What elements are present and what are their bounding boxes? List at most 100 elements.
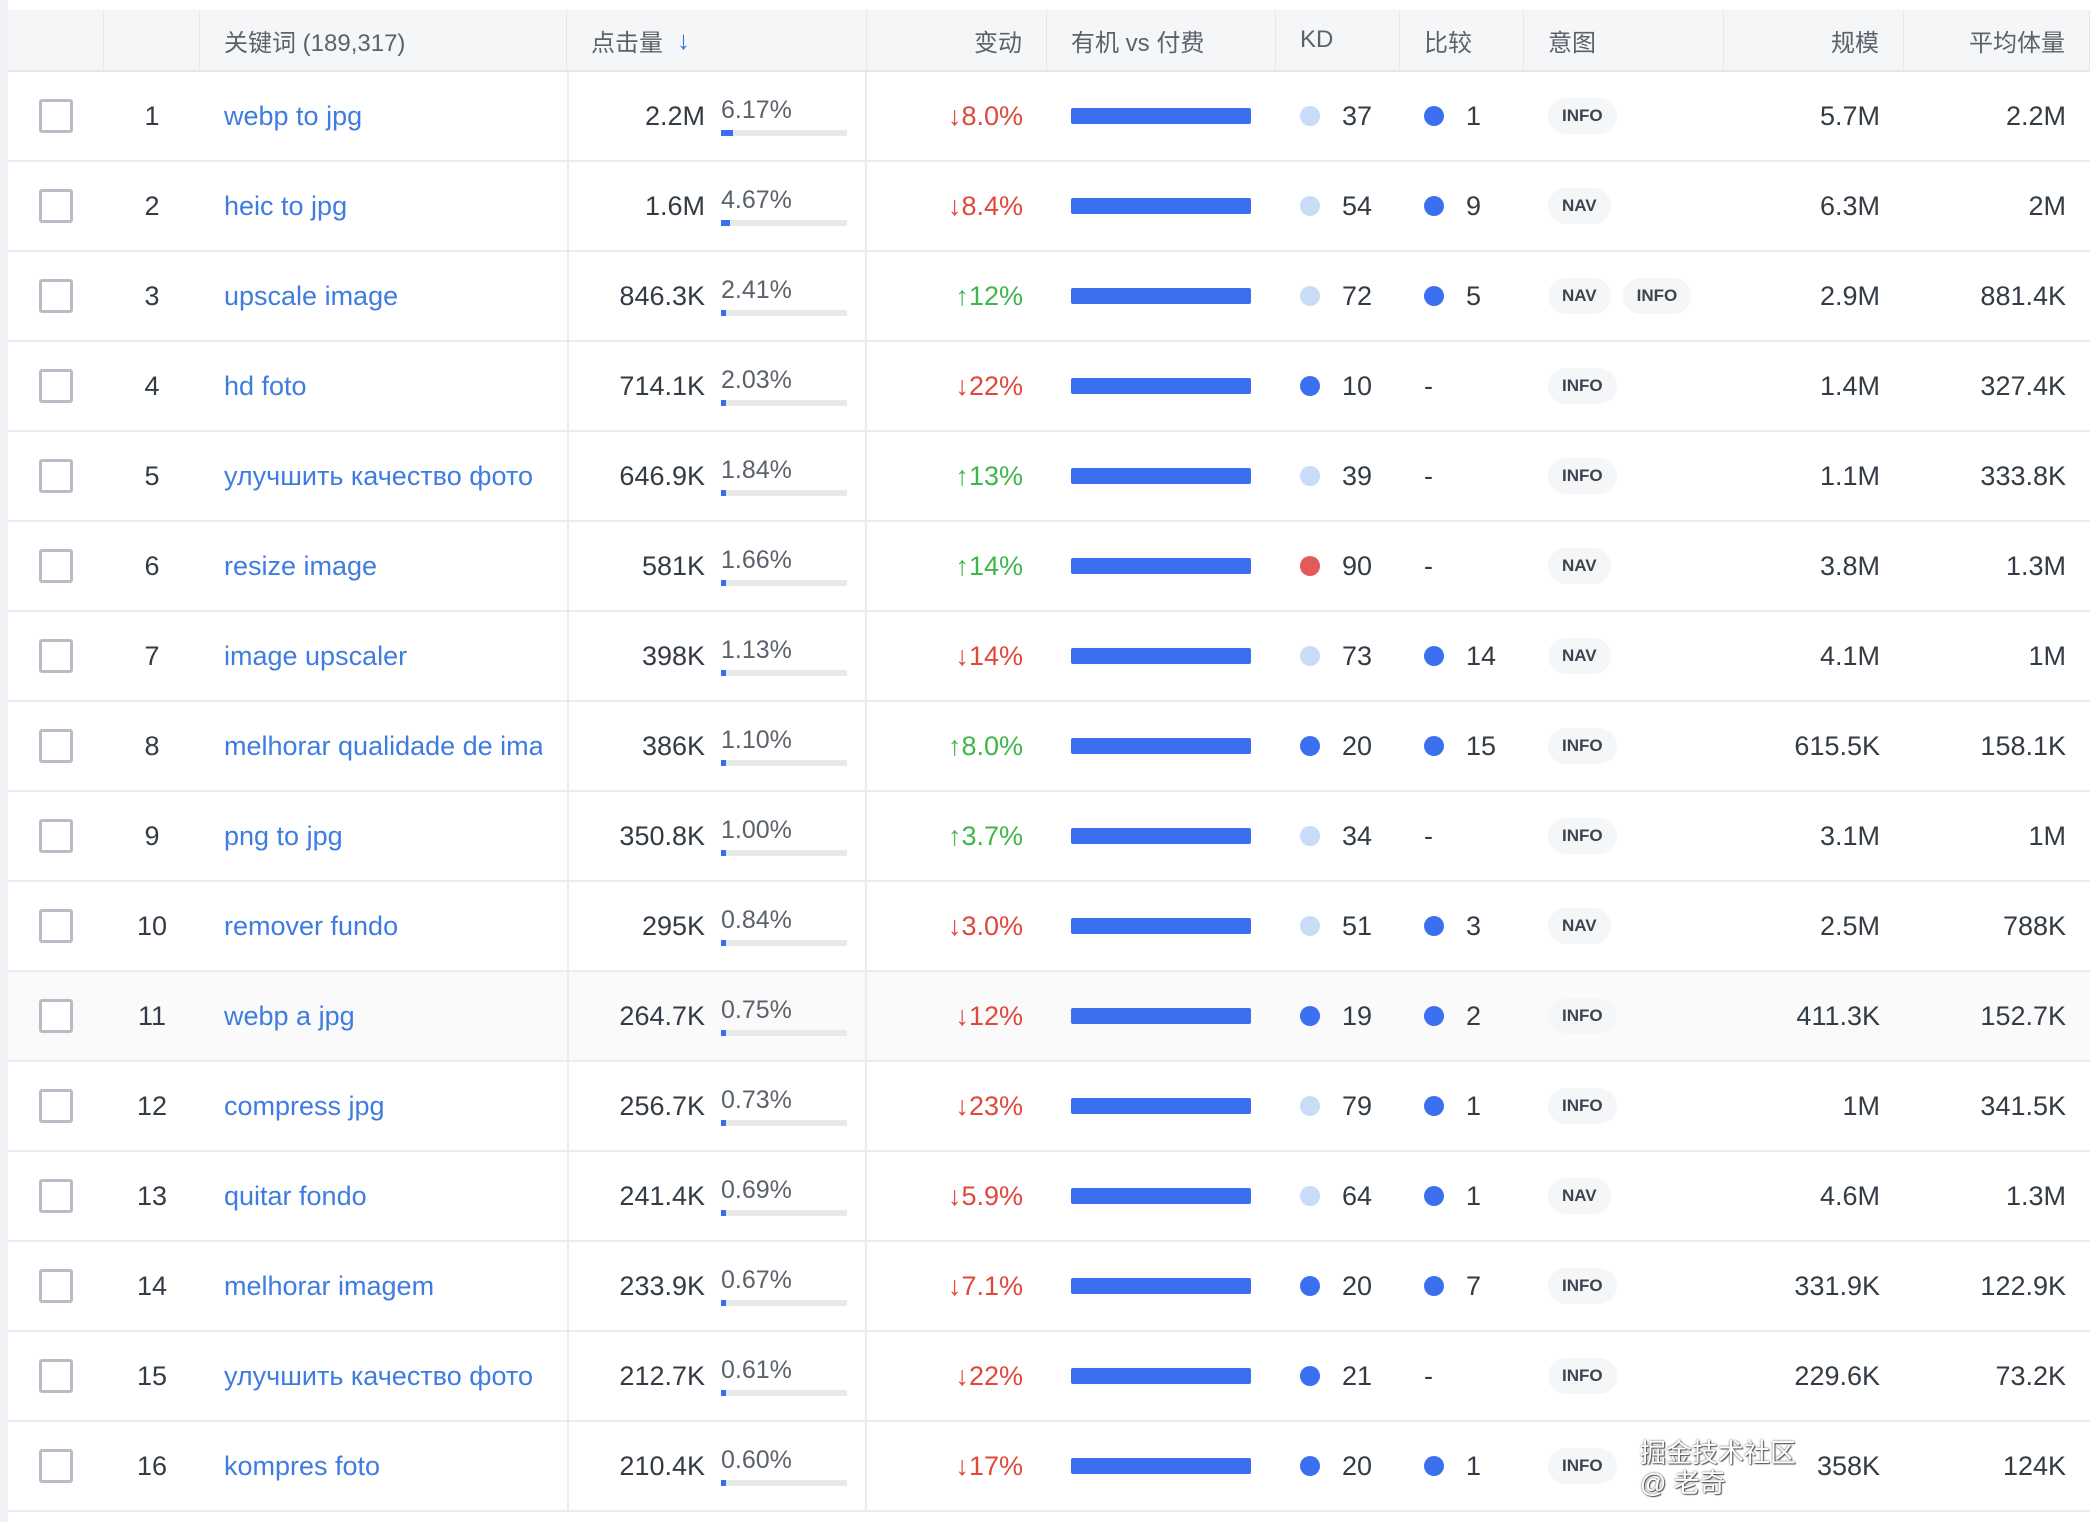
change-value: ↑ 8.0% [867,702,1047,790]
arrow-up-icon: ↑ [947,820,962,851]
header-kd[interactable]: KD [1276,10,1400,70]
row-checkbox[interactable] [39,369,73,403]
table-row: 10 remover fundo 295K 0.84% ↓ 3.0% 51 3 N… [8,882,2090,972]
keyword-link[interactable]: melhorar qualidade de imagem [224,730,542,761]
row-index: 8 [144,730,160,761]
row-checkbox[interactable] [39,549,73,583]
table-row: 16 kompres foto 210.4K 0.60% ↓ 17% 20 1 I… [8,1422,2090,1512]
kd-dot-icon [1300,556,1320,576]
keyword-link[interactable]: heic to jpg [224,190,348,221]
row-checkbox[interactable] [39,279,73,313]
change-percent: 8.4% [961,190,1023,221]
row-checkbox[interactable] [39,729,73,763]
header-clicks[interactable]: 点击量 ↓ [567,10,867,70]
arrow-down-icon: ↓ [947,1270,962,1301]
row-checkbox[interactable] [39,459,73,493]
compare-dot-icon [1424,1276,1444,1296]
avg-volume-value: 158.1K [1980,730,2066,761]
compare-dot-icon [1424,736,1444,756]
header-scale[interactable]: 规模 [1724,10,1904,70]
keyword-link[interactable]: upscale image [224,280,399,311]
row-index: 4 [144,370,160,401]
organic-vs-paid-bar [1071,1098,1251,1114]
organic-vs-paid-bar [1071,108,1251,124]
change-value: ↓ 5.9% [867,1152,1047,1240]
row-checkbox[interactable] [39,639,73,673]
clicks-share-bar [721,310,847,316]
header-select [8,10,104,70]
row-checkbox[interactable] [39,909,73,943]
keyword-link[interactable]: kompres foto [224,1450,381,1481]
clicks-value: 264.7K [619,1000,705,1031]
clicks-share: 1.13% [721,636,792,664]
clicks-share-fill [721,400,727,406]
row-checkbox[interactable] [39,1359,73,1393]
avg-volume-value: 881.4K [1980,280,2066,311]
keyword-link[interactable]: remover fundo [224,910,399,941]
keyword-link[interactable]: улучшить качество фото [224,460,533,491]
row-index: 5 [144,460,160,491]
organic-vs-paid-bar [1071,378,1251,394]
scale-value: 229.6K [1794,1360,1880,1391]
keyword-table: 关键词 (189,317) 点击量 ↓ 变动 有机 vs 付费 KD 比较 意图 … [8,10,2090,1512]
row-checkbox[interactable] [39,99,73,133]
clicks-value: 1.6M [644,190,705,221]
kd-dot-icon [1300,826,1320,846]
intent-badge: INFO [1622,278,1692,314]
kd-dot-icon [1300,646,1320,666]
row-checkbox[interactable] [39,189,73,223]
keyword-link[interactable]: webp to jpg [224,100,363,131]
organic-vs-paid-bar [1071,1188,1251,1204]
intent-badge: INFO [1548,1088,1617,1124]
change-value: ↓ 23% [867,1062,1047,1150]
clicks-share: 0.67% [721,1266,792,1294]
arrow-down-icon[interactable]: ↓ [677,24,690,55]
clicks-share-fill [721,940,727,946]
organic-vs-paid-bar [1071,648,1251,664]
intent-badge: NAV [1548,908,1611,944]
keyword-link[interactable]: webp a jpg [224,1000,355,1031]
keyword-link[interactable]: melhorar imagem [224,1270,435,1301]
compare-value: 5 [1466,280,1482,311]
header-organic-paid[interactable]: 有机 vs 付费 [1047,10,1276,70]
header-avg-volume[interactable]: 平均体量 [1904,10,2090,70]
clicks-share: 0.61% [721,1356,792,1384]
keyword-link[interactable]: hd foto [224,370,307,401]
row-checkbox[interactable] [39,1089,73,1123]
change-value: ↓ 14% [867,612,1047,700]
row-checkbox[interactable] [39,1269,73,1303]
clicks-share: 2.03% [721,366,792,394]
change-value: ↓ 3.0% [867,882,1047,970]
keyword-link[interactable]: улучшить качество фото [224,1360,533,1391]
clicks-share-fill [721,580,727,586]
row-checkbox[interactable] [39,1179,73,1213]
header-keyword[interactable]: 关键词 (189,317) [200,10,567,70]
kd-dot-icon [1300,1006,1320,1026]
intent-badge: NAV [1548,188,1611,224]
intent-badge: INFO [1548,1448,1617,1484]
row-checkbox[interactable] [39,819,73,853]
keyword-link[interactable]: resize image [224,550,378,581]
row-checkbox[interactable] [39,1449,73,1483]
compare-dot-icon [1424,646,1444,666]
row-checkbox[interactable] [39,999,73,1033]
organic-vs-paid-bar [1071,558,1251,574]
keyword-link[interactable]: compress jpg [224,1090,385,1121]
clicks-value: 714.1K [619,370,705,401]
header-compare[interactable]: 比较 [1400,10,1524,70]
compare-dot-icon [1424,916,1444,936]
scale-value: 3.1M [1819,820,1880,851]
table-row: 9 png to jpg 350.8K 1.00% ↑ 3.7% 34 - INF… [8,792,2090,882]
scale-value: 2.5M [1819,910,1880,941]
clicks-share: 1.84% [721,456,792,484]
kd-value: 19 [1342,1000,1373,1031]
header-change[interactable]: 变动 [867,10,1047,70]
avg-volume-value: 73.2K [1995,1360,2066,1391]
keyword-link[interactable]: image upscaler [224,640,408,671]
header-intent[interactable]: 意图 [1524,10,1724,70]
avg-volume-value: 1M [2028,820,2066,851]
kd-value: 90 [1342,550,1373,581]
keyword-link[interactable]: quitar fondo [224,1180,367,1211]
keyword-link[interactable]: png to jpg [224,820,343,851]
compare-dot-icon [1424,106,1444,126]
